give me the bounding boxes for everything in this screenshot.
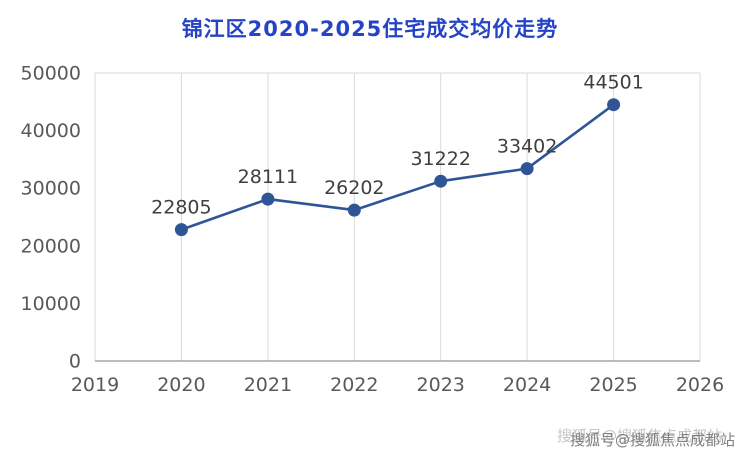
x-tick-label: 2021 bbox=[244, 374, 292, 396]
x-tick-label: 2025 bbox=[589, 374, 637, 396]
y-tick-label: 10000 bbox=[21, 293, 81, 315]
data-point-label: 28111 bbox=[238, 166, 298, 188]
watermark-text: 搜狐号@搜狐焦点成都站 bbox=[569, 431, 735, 449]
data-point-label: 26202 bbox=[324, 177, 384, 199]
y-tick-label: 0 bbox=[69, 351, 81, 373]
price-trend-line-chart: 0 10000 20000 30000 40000 50000 2019 2020 2021 20… bbox=[21, 63, 725, 397]
price-line bbox=[180, 103, 615, 231]
watermark-shadow-text: 搜狐号@搜狐焦点成都站 bbox=[556, 427, 722, 445]
x-tick-label: 2020 bbox=[157, 374, 205, 396]
data-point-marker bbox=[261, 192, 275, 206]
data-point-marker bbox=[347, 203, 361, 217]
y-tick-label: 20000 bbox=[21, 235, 81, 257]
data-point-marker bbox=[434, 174, 448, 188]
data-point-label: 31222 bbox=[410, 148, 470, 170]
data-point-label: 33402 bbox=[497, 136, 557, 158]
watermark: 搜狐号@搜狐焦点成都站 搜狐号@搜狐焦点成都站 bbox=[557, 427, 735, 450]
x-tick-label: 2023 bbox=[417, 374, 465, 396]
data-point-label: 44501 bbox=[583, 72, 643, 94]
data-point-label: 22805 bbox=[151, 197, 211, 219]
data-point-marker bbox=[520, 162, 534, 176]
y-tick-label: 40000 bbox=[21, 120, 81, 142]
y-tick-label: 30000 bbox=[21, 178, 81, 200]
data-point-marker bbox=[174, 223, 188, 237]
data-point-marker bbox=[607, 98, 621, 112]
y-tick-label: 50000 bbox=[21, 63, 81, 85]
x-tick-label: 2024 bbox=[503, 374, 551, 396]
x-tick-label: 2026 bbox=[676, 374, 724, 396]
x-tick-label: 2019 bbox=[71, 374, 119, 396]
x-tick-label: 2022 bbox=[330, 374, 378, 396]
chart-title: 锦江区2020-2025住宅成交均价走势 bbox=[181, 17, 559, 41]
